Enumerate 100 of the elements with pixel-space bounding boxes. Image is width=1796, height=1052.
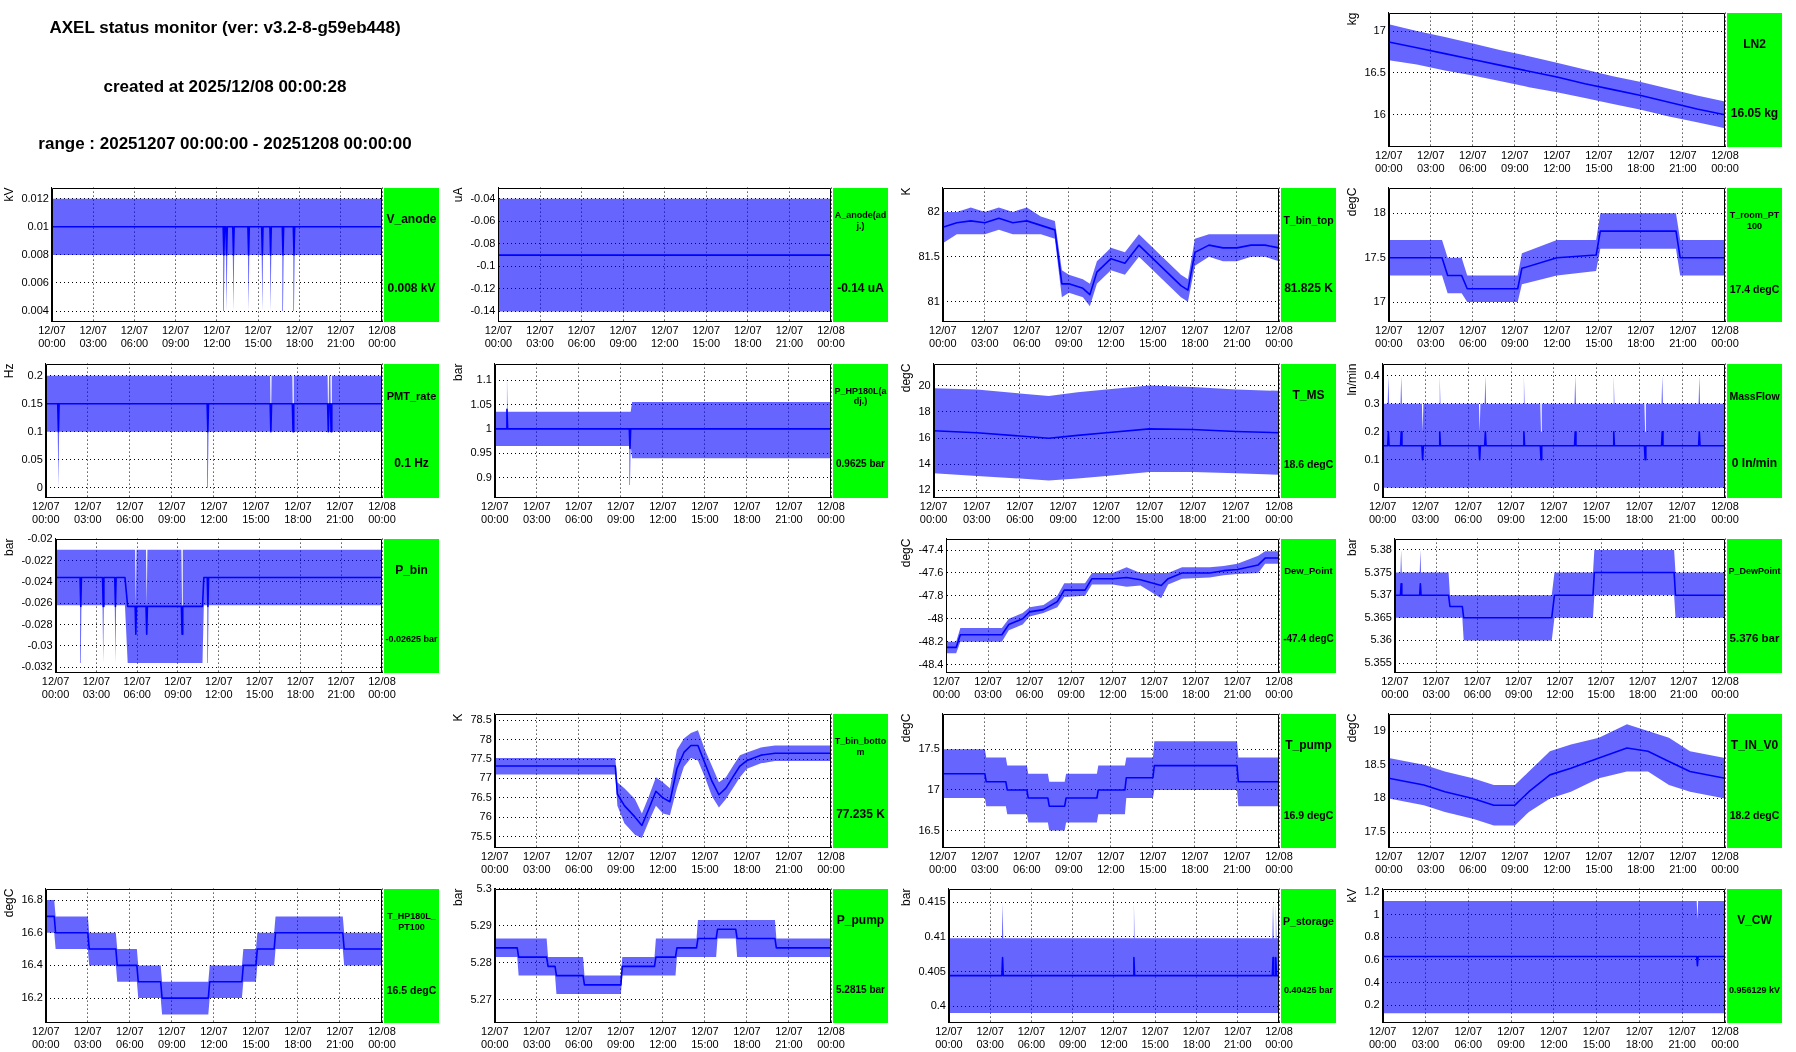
x-tick-label: 12/08 00:00: [817, 850, 845, 876]
y-tick-label: 0.8: [1364, 930, 1380, 943]
x-tick-label: 12/07 15:00: [1585, 324, 1613, 350]
x-tick-label: 12/07 18:00: [1181, 850, 1209, 876]
y-tick-label: 16: [1373, 107, 1386, 120]
x-tick-label: 12/07 09:00: [1057, 674, 1085, 701]
x-tick-label: 12/07 03:00: [1411, 1025, 1440, 1051]
x-tick-label: 12/07 06:00: [123, 674, 151, 701]
x-tick-label: 12/07 18:00: [1625, 1025, 1654, 1051]
x-tick-label: 12/07 21:00: [1668, 499, 1696, 525]
readout-box: P_HP180L(adj.) 0.9625 bar: [833, 363, 888, 498]
y-tick-label: 0.4: [1364, 975, 1380, 988]
x-tick-label: 12/07 12:00: [1540, 1025, 1568, 1051]
x-tick-label: 12/07 15:00: [1582, 499, 1611, 525]
x-tick-label: 12/07 09:00: [1504, 674, 1533, 701]
x-tick-label: 12/07 15:00: [1582, 1025, 1611, 1051]
y-tick-label: 5.29: [470, 918, 492, 931]
y-tick-label: 17.5: [1364, 250, 1386, 263]
x-tick-label: 12/07 03:00: [1411, 499, 1440, 525]
y-tick-label: 76.5: [470, 790, 492, 803]
y-tick-label: -0.024: [21, 574, 53, 587]
readout-box: P_DewPoint 5.376 bar: [1727, 538, 1782, 673]
x-tick-label: 12/07 15:00: [1135, 499, 1164, 525]
x-tick-label: 12/07 21:00: [775, 850, 803, 876]
x-tick-label: 12/08 00:00: [1711, 499, 1739, 525]
y-tick-label: -0.028: [21, 617, 53, 630]
readout-box: LN2 16.05 kg: [1727, 13, 1782, 147]
y-tick-label: 16.4: [21, 958, 43, 971]
x-tick-label: 12/07 18:00: [734, 324, 762, 350]
x-tick-label: 12/07 12:00: [650, 324, 679, 350]
y-tick-label: 1: [1373, 907, 1380, 920]
readout-box: T_bin_top 81.825 K: [1281, 188, 1336, 323]
x-tick-label: 12/07 12:00: [1543, 850, 1571, 876]
y-tick-label: 17: [927, 782, 940, 795]
x-tick-label: 12/08 00:00: [1265, 324, 1293, 350]
y-tick-label: 5.355: [1364, 655, 1392, 668]
y-tick-label: 5.27: [470, 992, 492, 1005]
y-tick-label: 1: [485, 421, 492, 434]
x-tick-label: 12/07 21:00: [1223, 324, 1251, 350]
x-tick-label: 12/07 12:00: [1543, 324, 1571, 350]
readout-box: P_storage 0.40425 bar: [1281, 889, 1336, 1024]
x-tick-label: 12/07 21:00: [775, 1025, 803, 1051]
y-tick-label: 0.2: [27, 368, 43, 381]
x-tick-label: 12/07 06:00: [565, 850, 593, 876]
x-tick-label: 12/07 21:00: [326, 1025, 354, 1051]
x-tick-label: 12/07 15:00: [691, 499, 719, 525]
y-tick-label: 0.012: [21, 191, 49, 204]
x-tick-label: 12/07 03:00: [1417, 324, 1445, 350]
x-tick-label: 12/08 00:00: [817, 499, 845, 525]
x-tick-label: 12/07 09:00: [607, 1025, 635, 1051]
x-tick-label: 12/08 00:00: [817, 1025, 845, 1051]
x-tick-label: 12/07 18:00: [733, 1025, 761, 1051]
y-tick-label: 5.36: [1370, 633, 1392, 646]
x-tick-label: 12/07 21:00: [1669, 850, 1697, 876]
y-tick-label: 16.5: [918, 823, 940, 836]
y-tick-label: 18: [918, 404, 931, 417]
y-tick-label: 17.5: [918, 742, 940, 755]
y-tick-label: 0.2: [1364, 424, 1380, 437]
y-axis-title: uA: [450, 187, 465, 203]
x-tick-label: 12/07 09:00: [1501, 324, 1529, 350]
y-tick-label: 16.6: [21, 926, 43, 938]
x-tick-label: 12/08 00:00: [1711, 324, 1739, 350]
x-tick-label: 12/08 00:00: [368, 499, 396, 525]
x-tick-label: 12/07 18:00: [1627, 149, 1655, 175]
x-tick-label: 12/07 18:00: [733, 499, 761, 525]
y-tick-label: 5.28: [470, 955, 492, 968]
y-axis-title: kg: [1344, 12, 1359, 26]
x-tick-label: 12/08 00:00: [1265, 674, 1293, 701]
x-tick-label: 12/07 15:00: [242, 499, 270, 525]
x-tick-label: 12/07 09:00: [1497, 1025, 1525, 1051]
y-tick-label: 0.6: [1364, 953, 1380, 966]
x-tick-label: 12/07 03:00: [79, 324, 107, 350]
y-tick-label: -0.06: [470, 214, 496, 227]
readout-box: T_HP180L_PT100 16.5 degC: [384, 889, 439, 1024]
x-tick-label: 12/07 21:00: [775, 324, 804, 350]
y-tick-label: 0: [36, 480, 43, 493]
x-tick-label: 12/07 00:00: [32, 499, 60, 525]
y-tick-label: -47.6: [918, 565, 944, 578]
x-tick-label: 12/07 15:00: [1140, 674, 1169, 701]
x-tick-label: 12/07 09:00: [1497, 499, 1525, 525]
y-axis-title: bar: [450, 363, 465, 381]
y-tick-label: 78: [479, 732, 492, 745]
x-tick-label: 12/07 21:00: [1669, 149, 1697, 175]
x-tick-label: 12/07 21:00: [1669, 674, 1698, 701]
y-tick-label: 75.5: [470, 829, 492, 842]
x-tick-label: 12/08 00:00: [1265, 1025, 1293, 1051]
readout-box: T_IN_V0 18.2 degC: [1727, 714, 1782, 848]
x-tick-label: 12/07 21:00: [326, 324, 355, 350]
y-tick-label: 17.5: [1364, 825, 1386, 838]
x-tick-label: 12/07 21:00: [1669, 324, 1697, 350]
x-tick-label: 12/07 00:00: [935, 1025, 963, 1051]
y-tick-label: 1.2: [1364, 885, 1380, 898]
y-tick-label: 5.375: [1364, 565, 1392, 578]
x-tick-label: 12/07 12:00: [205, 674, 233, 701]
x-tick-label: 12/07 03:00: [526, 324, 554, 350]
x-tick-label: 12/07 06:00: [565, 1025, 593, 1051]
y-tick-label: -0.04: [470, 192, 496, 205]
x-tick-label: 12/07 15:00: [691, 850, 719, 876]
x-tick-label: 12/07 12:00: [1543, 149, 1571, 175]
y-tick-label: 0: [1373, 480, 1380, 493]
